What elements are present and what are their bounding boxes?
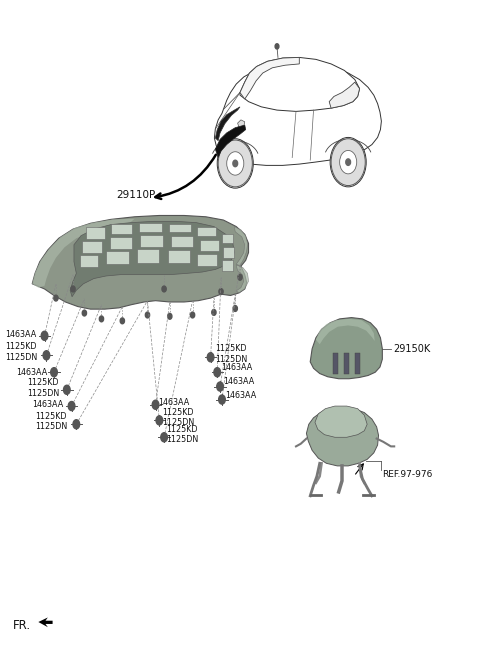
Circle shape (73, 420, 80, 429)
Polygon shape (238, 120, 245, 128)
Bar (111, 224, 132, 234)
Bar (140, 235, 163, 247)
Circle shape (82, 310, 86, 316)
Circle shape (346, 159, 350, 165)
Text: 1463AA: 1463AA (158, 398, 190, 407)
Circle shape (41, 331, 48, 340)
Bar (355, 353, 360, 373)
Polygon shape (306, 407, 379, 466)
Bar (80, 255, 97, 267)
Polygon shape (315, 406, 367, 438)
Polygon shape (70, 221, 234, 297)
Circle shape (340, 150, 357, 174)
Circle shape (99, 316, 104, 322)
Polygon shape (240, 58, 360, 112)
Circle shape (212, 310, 216, 316)
Circle shape (214, 367, 220, 377)
Bar (197, 227, 216, 236)
Bar (139, 222, 162, 232)
Circle shape (51, 367, 57, 377)
Circle shape (218, 140, 252, 187)
Circle shape (120, 318, 124, 324)
Circle shape (275, 44, 279, 49)
Polygon shape (38, 617, 53, 627)
Polygon shape (329, 82, 360, 108)
Text: 1463AA: 1463AA (16, 368, 48, 377)
Polygon shape (32, 218, 135, 288)
Circle shape (238, 274, 242, 280)
Polygon shape (216, 107, 240, 140)
Text: 1463AA: 1463AA (223, 377, 255, 386)
Text: 1463AA: 1463AA (225, 391, 256, 400)
Polygon shape (234, 226, 248, 266)
Text: 1125KD
1125DN: 1125KD 1125DN (27, 378, 60, 398)
Text: 29150K: 29150K (393, 344, 430, 354)
Bar (222, 260, 233, 271)
Bar (222, 234, 233, 243)
Circle shape (219, 289, 223, 295)
Circle shape (54, 295, 58, 301)
Bar (344, 353, 348, 373)
Bar (83, 241, 102, 253)
Bar (137, 249, 159, 263)
Bar (333, 353, 338, 373)
Circle shape (161, 433, 168, 442)
Circle shape (219, 395, 225, 404)
Bar (200, 239, 219, 251)
Text: REF.97-976: REF.97-976 (383, 470, 432, 479)
Bar (169, 224, 191, 232)
Circle shape (233, 160, 238, 167)
Text: 1463AA: 1463AA (32, 400, 63, 409)
Bar (86, 227, 105, 239)
Circle shape (168, 314, 172, 319)
Circle shape (331, 138, 365, 186)
Circle shape (43, 351, 50, 360)
Polygon shape (316, 319, 375, 344)
Circle shape (217, 138, 253, 188)
Polygon shape (216, 125, 246, 157)
Bar (171, 236, 192, 247)
Circle shape (156, 416, 163, 425)
Text: 1125KD
1125DN: 1125KD 1125DN (35, 412, 67, 432)
Text: 29110P: 29110P (116, 190, 155, 199)
Circle shape (68, 401, 75, 411)
Circle shape (207, 353, 214, 362)
Text: 1463AA: 1463AA (5, 330, 36, 339)
Text: 1125KD
1125DN: 1125KD 1125DN (162, 408, 194, 428)
Text: 1463AA: 1463AA (221, 363, 252, 371)
Text: 1125KD
1125DN: 1125KD 1125DN (5, 342, 37, 361)
Circle shape (227, 152, 244, 175)
Circle shape (145, 312, 150, 318)
Circle shape (330, 137, 366, 187)
Bar (168, 250, 190, 263)
Circle shape (233, 306, 238, 312)
Polygon shape (32, 215, 249, 309)
Circle shape (191, 312, 195, 318)
Text: FR.: FR. (13, 619, 31, 632)
Bar (223, 247, 234, 258)
Polygon shape (240, 58, 300, 99)
Circle shape (162, 286, 166, 292)
Polygon shape (310, 318, 383, 379)
Bar (197, 254, 217, 266)
Text: 1125KD
1125DN: 1125KD 1125DN (167, 425, 199, 444)
Circle shape (152, 400, 159, 409)
Polygon shape (236, 265, 249, 293)
Bar (109, 237, 132, 249)
Circle shape (71, 286, 75, 292)
Circle shape (217, 382, 223, 391)
Polygon shape (215, 63, 382, 165)
Bar (106, 251, 129, 264)
Circle shape (63, 385, 70, 394)
Text: 1125KD
1125DN: 1125KD 1125DN (216, 344, 248, 363)
